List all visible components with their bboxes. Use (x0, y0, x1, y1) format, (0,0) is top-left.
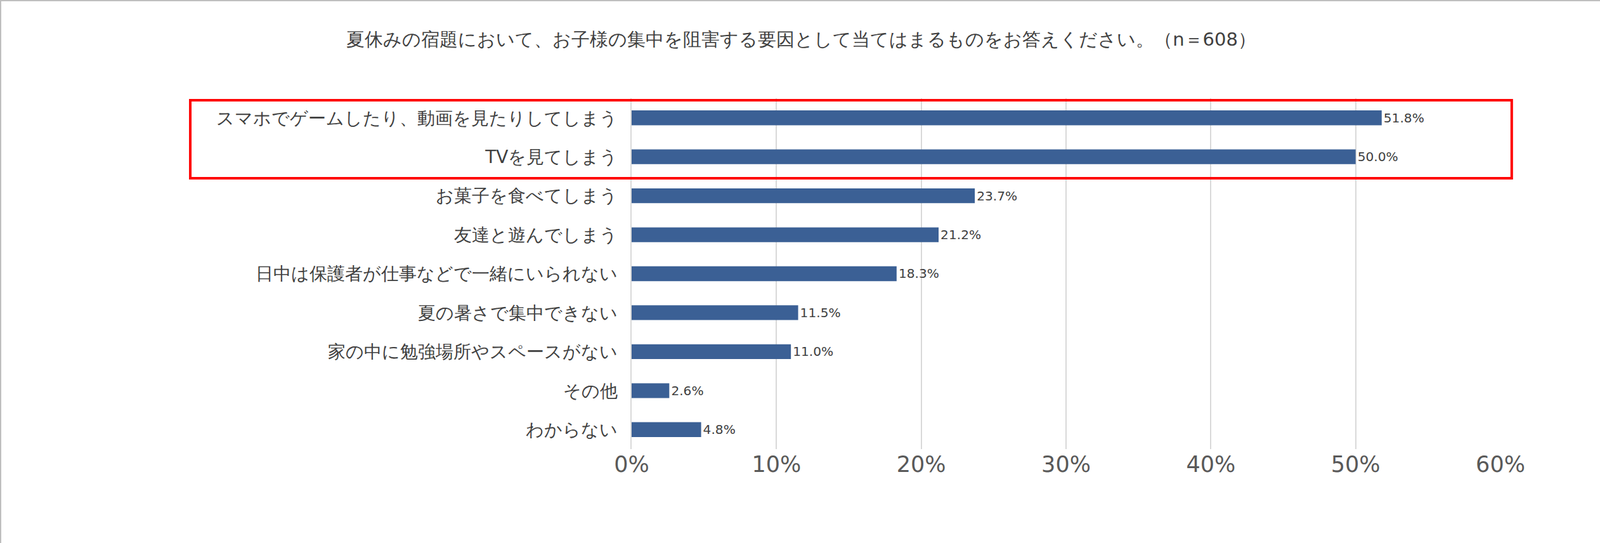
svg-text:その他: その他 (563, 380, 618, 402)
svg-text:0%: 0% (613, 451, 650, 477)
svg-text:わからない: わからない (525, 419, 618, 441)
svg-text:21.2%: 21.2% (940, 227, 982, 243)
svg-text:11.0%: 11.0% (792, 343, 834, 359)
svg-text:家の中に勉強場所やスペースがない: 家の中に勉強場所やスペースがない (327, 341, 618, 363)
svg-text:お菓子を食べてしまう: お菓子を食べてしまう (435, 185, 618, 207)
svg-text:日中は保護者が仕事などで一緒にいられない: 日中は保護者が仕事などで一緒にいられない (255, 263, 618, 285)
svg-text:10%: 10% (751, 451, 801, 477)
svg-text:23.7%: 23.7% (976, 188, 1018, 204)
svg-text:50%: 50% (1331, 451, 1381, 477)
svg-text:友達と遊んでしまう: 友達と遊んでしまう (454, 224, 618, 246)
svg-text:TVを見てしまう: TVを見てしまう (484, 146, 618, 168)
svg-text:51.8%: 51.8% (1383, 110, 1425, 126)
svg-text:4.8%: 4.8% (703, 421, 736, 437)
svg-text:2.6%: 2.6% (670, 383, 704, 399)
svg-text:夏休みの宿題において、お子様の集中を阻害する要因として当ては: 夏休みの宿題において、お子様の集中を阻害する要因として当てはまるものをお答えくだ… (346, 28, 1257, 51)
svg-text:50.0%: 50.0% (1357, 149, 1399, 165)
svg-text:20%: 20% (896, 451, 947, 477)
svg-text:11.5%: 11.5% (800, 305, 841, 321)
svg-text:40%: 40% (1185, 451, 1236, 477)
svg-text:スマホでゲームしたり、動画を見たりしてしまう: スマホでゲームしたり、動画を見たりしてしまう (216, 107, 618, 129)
svg-text:夏の暑さで集中できない: 夏の暑さで集中できない (417, 302, 618, 324)
svg-text:18.3%: 18.3% (898, 265, 940, 281)
svg-text:60%: 60% (1475, 451, 1526, 477)
svg-text:30%: 30% (1041, 451, 1091, 477)
